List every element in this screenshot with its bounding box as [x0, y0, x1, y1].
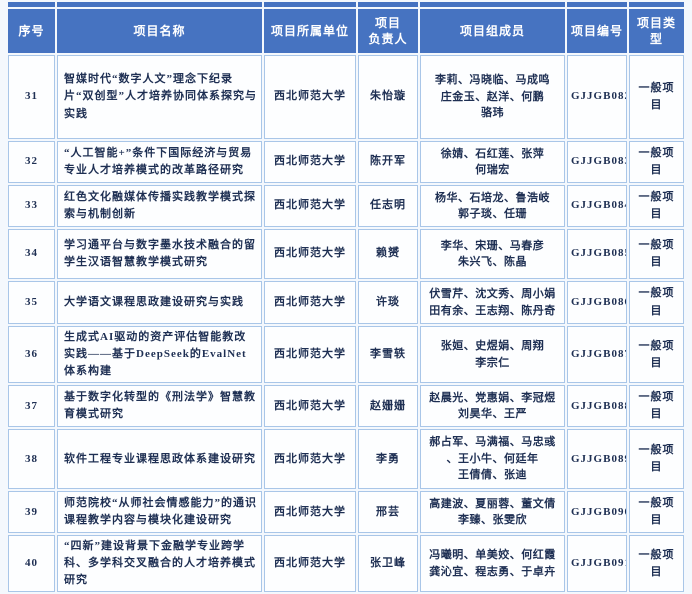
table-row: 32 “人工智能+”条件下国际经济与贸易专业人才培养模式的改革路径研究 西北师范… [8, 141, 684, 183]
cell-unit: 西北师范大学 [264, 185, 356, 227]
cell-leader: 朱怡璇 [358, 55, 418, 139]
column-header-name: 项目名称 [57, 9, 262, 53]
cell-type: 一般项目 [629, 141, 684, 183]
cell-code: GJJGB082 [567, 55, 627, 139]
table-row: 34 学习通平台与数字墨水技术融合的留学生汉语智慧教学模式研究 西北师范大学 赖… [8, 229, 684, 279]
cell-leader: 陈开军 [358, 141, 418, 183]
column-header-code: 项目编号 [567, 9, 627, 53]
table-row: 38 软件工程专业课程思政体系建设研究 西北师范大学 李勇 郝占军、马满福、马忠… [8, 429, 684, 490]
cell-type: 一般项目 [629, 326, 684, 384]
cell-name: 师范院校“从师社会情感能力”的通识课程教学内容与模块化建设研究 [57, 491, 262, 534]
cell-members: 伏雪芹、沈文秀、周小娟 田有余、王志翔、陈丹奇 [420, 281, 565, 324]
cell-no: 38 [8, 429, 55, 490]
column-header-type: 项目类型 [629, 9, 684, 53]
previous-row-edge-cell [8, 2, 55, 7]
cell-code: GJJGB086 [567, 281, 627, 324]
cell-name: “四新”建设背景下金融学专业跨学科、多学科交叉融合的人才培养模式研究 [57, 535, 262, 593]
cell-code: GJJGB090 [567, 491, 627, 534]
cell-members: 李华、宋珊、马春彦 朱兴飞、陈晶 [420, 229, 565, 279]
table-row: 40 “四新”建设背景下金融学专业跨学科、多学科交叉融合的人才培养模式研究 西北… [8, 535, 684, 593]
cell-code: GJJGB085 [567, 229, 627, 279]
cell-unit: 西北师范大学 [264, 326, 356, 384]
cell-members: 徐婧、石红莲、张萍 何瑞宏 [420, 141, 565, 183]
cell-code: GJJGB083 [567, 141, 627, 183]
previous-row-edge-cell [264, 2, 356, 7]
cell-type: 一般项目 [629, 385, 684, 428]
table-row: 37 基于数字化转型的《刑法学》智慧教育模式研究 西北师范大学 赵姗姗 赵晨光、… [8, 385, 684, 428]
cell-unit: 西北师范大学 [264, 141, 356, 183]
table-row: 33 红色文化融媒体传播实践教学模式探索与机制创新 西北师范大学 任志明 杨华、… [8, 185, 684, 227]
cell-leader: 许琰 [358, 281, 418, 324]
cell-no: 39 [8, 491, 55, 534]
cell-no: 35 [8, 281, 55, 324]
cell-code: GJJGB087 [567, 326, 627, 384]
cell-unit: 西北师范大学 [264, 229, 356, 279]
cell-name: 智媒时代“数字人文”理念下纪录片“双创型”人才培养协同体系探究与实践 [57, 55, 262, 139]
cell-members: 冯曦明、单美姣、何红霞 龚沁宜、程志勇、于卓卉 [420, 535, 565, 593]
table-row: 36 生成式AI驱动的资产评估智能教改实践——基于DeepSeek的EvalNe… [8, 326, 684, 384]
cell-leader: 赖赟 [358, 229, 418, 279]
cell-type: 一般项目 [629, 491, 684, 534]
cell-unit: 西北师范大学 [264, 429, 356, 490]
cell-name: “人工智能+”条件下国际经济与贸易专业人才培养模式的改革路径研究 [57, 141, 262, 183]
projects-table: 序号 项目名称 项目所属单位 项目 负责人 项目组成员 项目编号 项目类型 31… [6, 0, 686, 594]
previous-row-edge-cell [629, 2, 684, 7]
cell-members: 李莉、冯晓临、马成鸣 庄金玉、赵洋、何鹏 骆玮 [420, 55, 565, 139]
cell-leader: 邢芸 [358, 491, 418, 534]
cell-type: 一般项目 [629, 55, 684, 139]
cell-leader: 李勇 [358, 429, 418, 490]
cell-no: 40 [8, 535, 55, 593]
cell-unit: 西北师范大学 [264, 281, 356, 324]
cell-type: 一般项目 [629, 229, 684, 279]
table-row: 39 师范院校“从师社会情感能力”的通识课程教学内容与模块化建设研究 西北师范大… [8, 491, 684, 534]
cell-members: 赵晨光、党惠娟、李冠煜 刘昊华、王严 [420, 385, 565, 428]
cell-name: 大学语文课程思政建设研究与实践 [57, 281, 262, 324]
cell-leader: 赵姗姗 [358, 385, 418, 428]
cell-members: 杨华、石培龙、鲁浩岐 郭子琰、任珊 [420, 185, 565, 227]
cell-name: 学习通平台与数字墨水技术融合的留学生汉语智慧教学模式研究 [57, 229, 262, 279]
cell-unit: 西北师范大学 [264, 491, 356, 534]
cell-unit: 西北师范大学 [264, 55, 356, 139]
column-header-leader: 项目 负责人 [358, 9, 418, 53]
cell-no: 36 [8, 326, 55, 384]
column-header-no: 序号 [8, 9, 55, 53]
cell-no: 33 [8, 185, 55, 227]
cell-no: 31 [8, 55, 55, 139]
cell-type: 一般项目 [629, 185, 684, 227]
cell-code: GJJGB089 [567, 429, 627, 490]
cell-type: 一般项目 [629, 535, 684, 593]
cell-members: 张姮、史煜娟、周翔 李宗仁 [420, 326, 565, 384]
previous-row-edge-cell [57, 2, 262, 7]
cell-leader: 李雪轶 [358, 326, 418, 384]
cell-unit: 西北师范大学 [264, 385, 356, 428]
cell-no: 37 [8, 385, 55, 428]
previous-row-edge-cell [567, 2, 627, 7]
cell-members: 郝占军、马满福、马忠彧 、王小牛、何廷年 王倩倩、张迪 [420, 429, 565, 490]
table-row: 35 大学语文课程思政建设研究与实践 西北师范大学 许琰 伏雪芹、沈文秀、周小娟… [8, 281, 684, 324]
cell-members: 高建波、夏丽蓉、董文倩 李臻、张雯欣 [420, 491, 565, 534]
cell-name: 软件工程专业课程思政体系建设研究 [57, 429, 262, 490]
cell-no: 32 [8, 141, 55, 183]
previous-row-edge [8, 2, 684, 7]
cell-type: 一般项目 [629, 429, 684, 490]
previous-row-edge-cell [420, 2, 565, 7]
table-row: 31 智媒时代“数字人文”理念下纪录片“双创型”人才培养协同体系探究与实践 西北… [8, 55, 684, 139]
cell-type: 一般项目 [629, 281, 684, 324]
previous-row-edge-cell [358, 2, 418, 7]
cell-name: 生成式AI驱动的资产评估智能教改实践——基于DeepSeek的EvalNet体系… [57, 326, 262, 384]
cell-unit: 西北师范大学 [264, 535, 356, 593]
cell-no: 34 [8, 229, 55, 279]
cell-leader: 任志明 [358, 185, 418, 227]
cell-code: GJJGB091 [567, 535, 627, 593]
cell-code: GJJGB084 [567, 185, 627, 227]
column-header-members: 项目组成员 [420, 9, 565, 53]
cell-leader: 张卫峰 [358, 535, 418, 593]
header-row: 序号 项目名称 项目所属单位 项目 负责人 项目组成员 项目编号 项目类型 [8, 9, 684, 53]
cell-name: 红色文化融媒体传播实践教学模式探索与机制创新 [57, 185, 262, 227]
column-header-unit: 项目所属单位 [264, 9, 356, 53]
cell-code: GJJGB088 [567, 385, 627, 428]
cell-name: 基于数字化转型的《刑法学》智慧教育模式研究 [57, 385, 262, 428]
